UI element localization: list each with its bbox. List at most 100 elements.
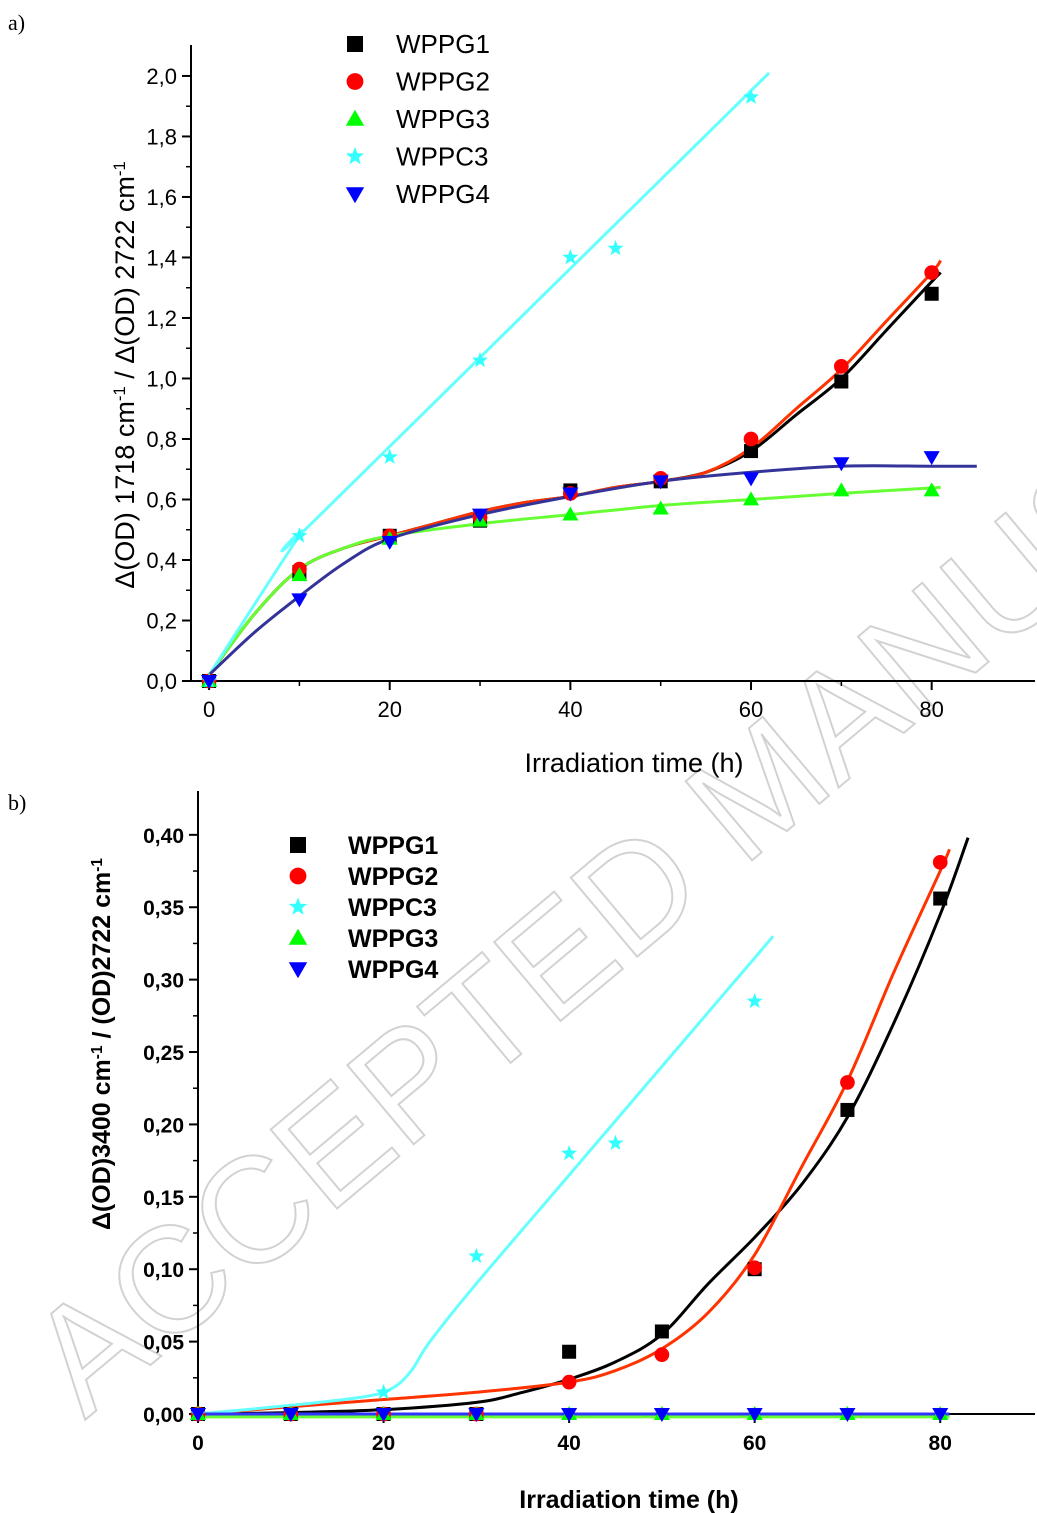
data-point-wppg1	[840, 1102, 855, 1117]
data-point-wppc3	[607, 1134, 624, 1150]
data-point-wppc3	[468, 1247, 485, 1263]
fit-curve-wppg1	[197, 837, 970, 1416]
data-point-wppg3	[562, 506, 579, 521]
legend-marker-wppg3	[345, 109, 365, 126]
y-axis-title-part: / Δ(OD) 2722 cm	[110, 176, 140, 386]
y-axis-title-superscript: -1	[110, 386, 129, 401]
data-point-wppg4	[746, 1408, 763, 1423]
data-point-wppc3	[562, 249, 579, 265]
fit-curve-wppg1	[207, 271, 942, 676]
y-tick-label: 1,8	[146, 124, 177, 149]
y-tick-label: 1,6	[146, 185, 177, 210]
legend-label: WPPG2	[396, 67, 490, 97]
x-tick-label: 40	[557, 1432, 580, 1455]
data-point-wppg4	[923, 451, 940, 466]
data-point-wppg4	[561, 1408, 578, 1423]
legend-label: WPPG1	[348, 832, 438, 860]
data-point-wppg4	[291, 593, 308, 608]
data-point-wppg4	[282, 1408, 299, 1423]
data-point-wppg2	[924, 265, 940, 280]
data-point-wppg4	[839, 1408, 856, 1423]
data-point-wppg2	[833, 359, 849, 374]
x-tick-label: 60	[743, 1432, 766, 1455]
y-tick-label: 0,0	[146, 669, 177, 694]
legend-marker-wppg2	[289, 867, 307, 885]
x-tick-label: 80	[929, 1432, 952, 1455]
x-axis-title: Irradiation time (h)	[519, 1486, 738, 1513]
legend-marker-wppg1	[347, 36, 363, 52]
data-point-wppc3	[472, 351, 488, 368]
data-point-wppg2	[932, 854, 948, 870]
legend-marker-wppg4	[345, 187, 365, 204]
data-point-wppc3	[375, 1383, 392, 1400]
data-point-wppc3	[743, 88, 759, 104]
data-point-wppg4	[932, 1408, 949, 1423]
panel-label: b)	[8, 790, 26, 815]
data-point-wppg1	[562, 1344, 577, 1359]
fit-curve-wppc3	[197, 935, 775, 1416]
data-point-wppg1	[744, 444, 759, 459]
data-point-wppg4	[375, 1408, 392, 1423]
x-axis-title: Irradiation time (h)	[524, 748, 743, 778]
y-tick-label: 1,2	[146, 306, 177, 331]
legend-marker-wppc3	[345, 146, 365, 165]
fit-curve-wppg3	[207, 485, 941, 676]
legend-label: WPPG2	[348, 863, 438, 891]
y-axis-title: Δ(OD)3400 cm-1 / (OD)2722 cm-1	[88, 858, 116, 1230]
y-tick-label: 0,6	[146, 487, 177, 512]
data-point-wppg2	[747, 1260, 763, 1276]
y-tick-label: 0,30	[143, 970, 184, 993]
legend-marker-wppg4	[288, 962, 308, 979]
data-point-wppg4	[653, 1408, 670, 1423]
fit-curve-wppg2	[197, 848, 951, 1416]
x-tick-label: 60	[739, 697, 763, 722]
y-tick-label: 2,0	[146, 64, 177, 89]
x-tick-label: 20	[372, 1432, 395, 1455]
data-point-wppg1	[654, 1324, 669, 1339]
data-point-wppg2	[654, 1347, 670, 1362]
data-point-wppg4	[742, 472, 760, 487]
legend-marker-wppg2	[346, 73, 364, 90]
data-point-wppg3	[652, 500, 669, 515]
data-point-wppg4	[201, 675, 218, 690]
y-tick-label: 0,00	[143, 1404, 184, 1427]
y-tick-label: 0,20	[143, 1114, 184, 1137]
legend-label: WPPC3	[348, 894, 437, 922]
y-tick-label: 0,10	[143, 1259, 184, 1282]
x-tick-label: 0	[192, 1432, 204, 1455]
data-point-wppg1	[834, 374, 849, 389]
legend-marker-wppc3	[288, 897, 308, 915]
y-tick-label: 0,15	[143, 1187, 184, 1210]
x-tick-label: 80	[919, 697, 943, 722]
legend-label: WPPG1	[396, 29, 490, 59]
y-tick-label: 1,0	[146, 366, 177, 391]
y-tick-label: 0,05	[143, 1332, 184, 1355]
data-point-wppg1	[924, 286, 939, 301]
data-point-wppc3	[291, 527, 308, 543]
data-point-wppg4	[652, 475, 669, 490]
x-tick-label: 20	[377, 697, 401, 722]
legend-label: WPPC3	[396, 142, 488, 172]
data-point-wppc3	[607, 240, 624, 256]
y-axis-title-part: / (OD)2722 cm	[88, 872, 116, 1046]
data-point-wppg3	[923, 482, 940, 497]
y-tick-label: 0,4	[146, 548, 177, 573]
legend-marker-wppg3	[288, 928, 308, 945]
chart-panel-b: b) 0 20 40 60 80 0,00 0,05 0,10 0,15 0,20 0,25 0,30 0…	[8, 790, 1035, 1513]
x-tick-label: 0	[203, 697, 215, 722]
y-axis-title-superscript: -1	[110, 161, 129, 176]
legend-marker-wppg1	[290, 837, 306, 853]
data-point-wppc3	[381, 448, 398, 464]
data-point-wppg3	[833, 482, 850, 497]
data-point-wppg3	[742, 491, 760, 506]
y-tick-label: 0,25	[143, 1042, 184, 1065]
y-tick-label: 1,4	[146, 245, 177, 270]
data-point-wppg4	[189, 1408, 207, 1423]
legend-label: WPPG4	[396, 179, 490, 209]
data-point-wppg4	[471, 508, 489, 523]
y-axis-title-superscript: -1	[89, 858, 106, 872]
y-tick-label: 0,8	[146, 427, 177, 452]
y-tick-label: 0,35	[143, 897, 184, 920]
data-point-wppg4	[833, 457, 850, 472]
